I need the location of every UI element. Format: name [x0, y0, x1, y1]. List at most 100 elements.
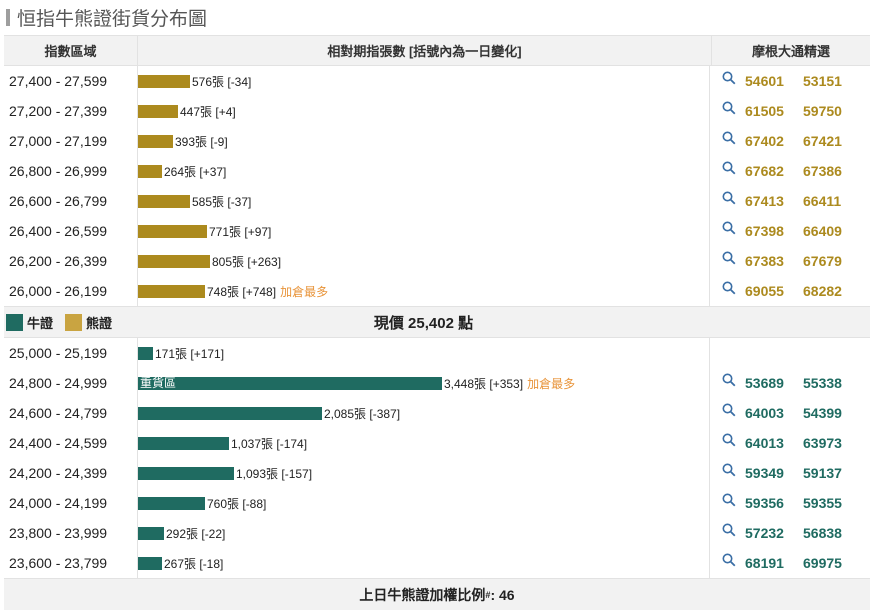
warrant-code-link[interactable]: 69055: [745, 283, 784, 299]
warrant-code-link[interactable]: 57232: [745, 525, 784, 541]
quantity-bar: [138, 406, 322, 420]
warrant-codes: 67402 67421: [710, 131, 868, 149]
warrant-code-link[interactable]: 54399: [803, 405, 842, 421]
warrant-code-link[interactable]: 66411: [803, 193, 842, 209]
warrant-code-link[interactable]: 67421: [803, 133, 842, 149]
footer: 上日牛熊證加權比例 #: 46: [4, 578, 870, 610]
table-header: 指數區域 相對期指張數 [括號內為一日變化] 摩根大通精選: [4, 35, 870, 66]
warrant-code-link[interactable]: 67413: [745, 193, 784, 209]
warrant-codes: 67398 66409: [710, 221, 868, 239]
bar-cell: 1,093張 [-157]: [137, 458, 710, 488]
bar-cell: 1,037張 [-174]: [137, 428, 710, 458]
bar-cell: 393張 [-9]: [137, 126, 710, 156]
warrant-code-link[interactable]: 67398: [745, 223, 784, 239]
bear-swatch: [65, 313, 83, 331]
footer-sup: #: [485, 589, 491, 600]
bar-cell: 264張 [+37]: [137, 156, 710, 186]
header-range: 指數區域: [44, 44, 97, 59]
bar-value-label: 771張 [+97]: [209, 224, 272, 239]
quantity-bar: [138, 104, 178, 118]
magnifier-icon[interactable]: [722, 433, 736, 447]
legend-bull-label: 牛證: [27, 315, 54, 331]
quantity-bar: [138, 496, 205, 510]
warrant-code-link[interactable]: 67679: [803, 253, 842, 269]
range-label: 26,200 - 26,399: [9, 253, 108, 269]
magnifier-icon[interactable]: [722, 131, 736, 145]
magnifier-icon[interactable]: [722, 281, 736, 295]
header-codes: 摩根大通精選: [751, 44, 830, 59]
bar-value-label: 171張 [+171]: [155, 346, 225, 361]
warrant-code-link[interactable]: 55338: [803, 375, 842, 391]
magnifier-icon[interactable]: [722, 553, 736, 567]
range-label: 24,600 - 24,799: [9, 405, 108, 421]
magnifier-icon[interactable]: [722, 221, 736, 235]
bar-cell: 771張 [+97]: [137, 216, 710, 246]
magnifier-icon[interactable]: [722, 373, 736, 387]
quantity-bar: [138, 134, 173, 148]
bar-value-label: 3,448張 [+353]: [444, 376, 524, 391]
warrant-code-link[interactable]: 67386: [803, 163, 842, 179]
warrant-codes: 53689 55338: [710, 373, 868, 391]
warrant-codes: 67413 66411: [710, 191, 868, 209]
bar-cell: 447張 [+4]: [137, 96, 710, 126]
table-row: 25,000 - 25,199 171張 [+171]: [4, 338, 870, 368]
table-row: 26,400 - 26,599 771張 [+97] 67398 66409: [4, 216, 870, 246]
bar-value-label: 1,093張 [-157]: [236, 466, 313, 481]
magnifier-icon[interactable]: [722, 463, 736, 477]
warrant-code-link[interactable]: 64003: [745, 405, 784, 421]
bar-value-label: 760張 [-88]: [207, 496, 267, 511]
warrant-code-link[interactable]: 67682: [745, 163, 784, 179]
warrant-code-link[interactable]: 59137: [803, 465, 842, 481]
quantity-bar: [138, 194, 190, 208]
magnifier-icon[interactable]: [722, 101, 736, 115]
page-title: 恒指牛熊證街貨分布圖: [6, 5, 208, 30]
warrant-code-link[interactable]: 68191: [745, 555, 784, 571]
warrant-code-link[interactable]: 64013: [745, 435, 784, 451]
table-row: 26,600 - 26,799 585張 [-37] 67413 66411: [4, 186, 870, 216]
bar-value-label: 748張 [+748]: [207, 284, 277, 299]
footer-value: : 46: [490, 586, 515, 603]
magnifier-icon[interactable]: [722, 403, 736, 417]
header-bar: 相對期指張數 [括號內為一日變化]: [137, 36, 712, 65]
warrant-code-link[interactable]: 67402: [745, 133, 784, 149]
bar-cell: 292張 [-22]: [137, 518, 710, 548]
warrant-codes: 69055 68282: [710, 281, 868, 299]
magnifier-icon[interactable]: [722, 493, 736, 507]
warrant-code-link[interactable]: 68282: [803, 283, 842, 299]
magnifier-icon[interactable]: [722, 71, 736, 85]
bar-value-label: 267張 [-18]: [164, 556, 224, 571]
warrant-code-link[interactable]: 59356: [745, 495, 784, 511]
warrant-code-link[interactable]: 66409: [803, 223, 842, 239]
warrant-code-link[interactable]: 59355: [803, 495, 842, 511]
warrant-code-link[interactable]: 61505: [745, 103, 784, 119]
warrant-code-link[interactable]: 69975: [803, 555, 842, 571]
magnifier-icon[interactable]: [722, 251, 736, 265]
bar-cell: 重貨區 3,448張 [+353] 加倉最多: [137, 368, 710, 398]
warrant-codes: 67682 67386: [710, 161, 868, 179]
quantity-bar: [138, 466, 234, 480]
warrant-code-link[interactable]: 53689: [745, 375, 784, 391]
bar-value-label: 805張 [+263]: [212, 254, 282, 269]
quantity-bar: [138, 74, 190, 88]
quantity-bar: [138, 284, 205, 298]
warrant-code-link[interactable]: 63973: [803, 435, 842, 451]
range-label: 27,400 - 27,599: [9, 73, 108, 89]
warrant-code-link[interactable]: 54601: [745, 73, 784, 89]
quantity-bar: [138, 556, 162, 570]
warrant-code-link[interactable]: 67383: [745, 253, 784, 269]
magnifier-icon[interactable]: [722, 161, 736, 175]
magnifier-icon[interactable]: [722, 523, 736, 537]
warrant-code-link[interactable]: 59750: [803, 103, 842, 119]
magnifier-icon[interactable]: [722, 191, 736, 205]
table-row: 27,000 - 27,199 393張 [-9] 67402 67421: [4, 126, 870, 156]
warrant-code-link[interactable]: 59349: [745, 465, 784, 481]
warrant-code-link[interactable]: 56838: [803, 525, 842, 541]
table-row: 24,800 - 24,999 重貨區 3,448張 [+353] 加倉最多 53689…: [4, 368, 870, 398]
quantity-bar: [138, 254, 210, 268]
warrant-codes: 59349 59137: [710, 463, 868, 481]
bar-cell: 576張 [-34]: [137, 66, 710, 96]
warrant-code-link[interactable]: 53151: [803, 73, 842, 89]
bar-value-label: 292張 [-22]: [166, 526, 226, 541]
range-label: 24,000 - 24,199: [9, 495, 108, 511]
page-title-text: 恒指牛熊證街貨分布圖: [17, 8, 208, 30]
